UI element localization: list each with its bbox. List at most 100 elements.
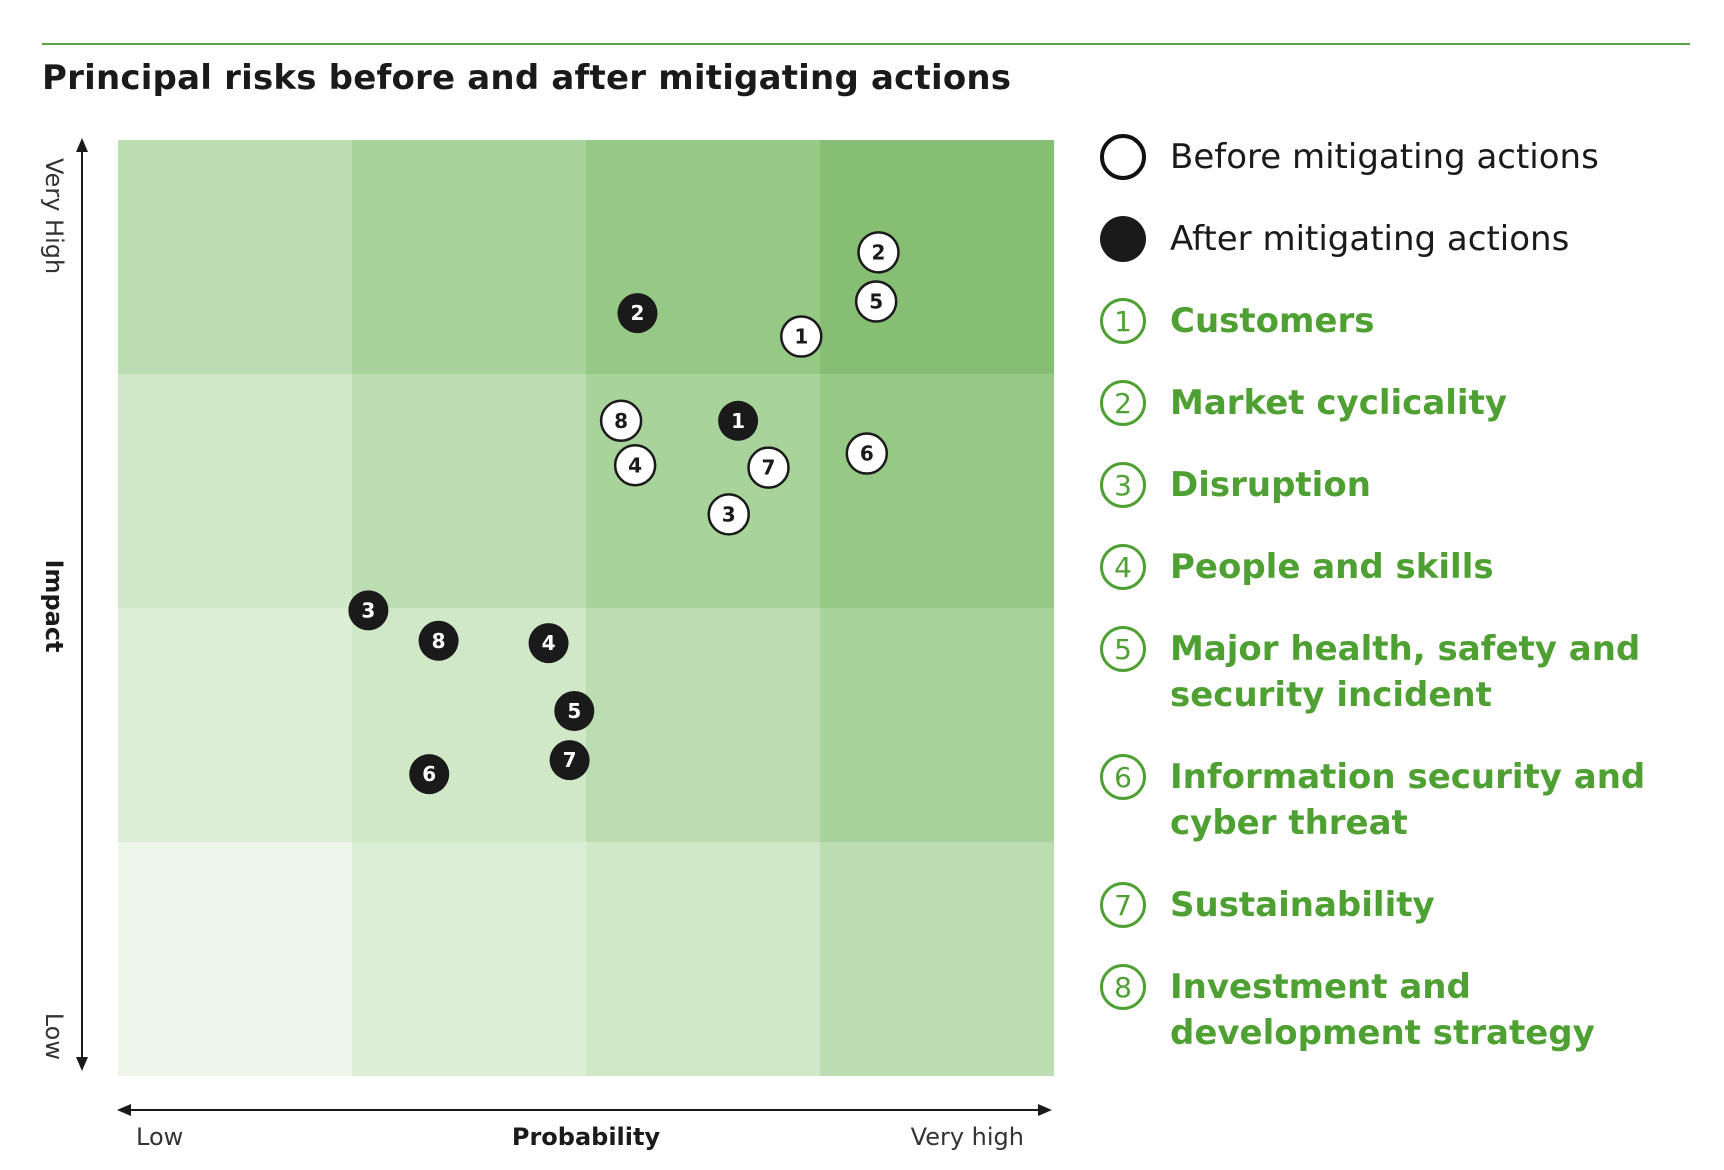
marker-circle (747, 446, 790, 489)
numbered-circle-icon: 2 (1100, 380, 1146, 426)
marker-circle (613, 444, 657, 487)
legend-label-before: Before mitigating actions (1170, 137, 1599, 177)
risk-label: Sustainability (1170, 885, 1435, 925)
numbered-circle-icon: 7 (1100, 882, 1146, 928)
marker-label: 8 (614, 409, 628, 433)
marker-label: 5 (567, 699, 581, 723)
marker-label: 1 (731, 409, 745, 433)
grid-cell (820, 374, 1054, 608)
marker-circle (854, 280, 898, 323)
grid-cell (118, 374, 352, 608)
risk-label: People and skills (1170, 547, 1494, 587)
marker-circle (409, 754, 450, 795)
marker-circle (857, 231, 900, 274)
axes: Low Probability Very high Very High Impa… (40, 138, 1052, 1151)
y-axis-label: Impact (40, 559, 68, 652)
top-rule (42, 43, 1690, 45)
legend-item-risk-5: 5 Major health, safety and security incid… (1100, 626, 1700, 718)
marker-label: 2 (631, 301, 645, 325)
marker-circle (845, 432, 889, 475)
marker-label: 8 (432, 629, 446, 653)
x-axis-arrow-left (117, 1104, 131, 1116)
before-marker-7: 7 (747, 446, 790, 489)
risk-label: Major health, safety and security incide… (1170, 629, 1641, 715)
numbered-circle-icon: 3 (1100, 462, 1146, 508)
after-marker-5: 5 (554, 690, 595, 731)
before-marker-4: 4 (613, 444, 657, 487)
after-marker-8: 8 (418, 620, 459, 661)
marker-label: 6 (860, 442, 874, 466)
y-axis-arrow-bottom (76, 1057, 88, 1071)
legend-item-risk-7: 7 Sustainability (1100, 882, 1700, 928)
marker-circle (617, 293, 658, 334)
grid-cell (820, 608, 1054, 842)
before-marker-8: 8 (599, 399, 643, 443)
risk-markers: 1 2 3 4 5 6 7 8 1 2 3 4 5 6 7 8 (348, 231, 900, 795)
after-marker-3: 3 (348, 590, 389, 631)
after-marker-2: 2 (617, 293, 658, 334)
x-tick-low: Low (136, 1123, 183, 1151)
numbered-circle-icon: 6 (1100, 754, 1146, 800)
marker-label: 7 (762, 456, 776, 480)
marker-label: 7 (563, 748, 577, 772)
risk-list: 1 Customers 2 Market cyclicality 3 Disruption… (1100, 298, 1700, 1056)
legend-item-risk-4: 4 People and skills (1100, 544, 1700, 590)
numbered-circle-icon: 4 (1100, 544, 1146, 590)
numbered-circle-icon: 1 (1100, 298, 1146, 344)
grid-cell (352, 140, 586, 374)
grid-cell (118, 140, 352, 374)
grid-cell (352, 842, 586, 1076)
legend-item-risk-6: 6 Information security and cyber threat (1100, 754, 1700, 846)
y-tick-high: Very High (40, 158, 68, 274)
y-axis-arrow-top (76, 138, 88, 152)
marker-label: 2 (872, 240, 886, 264)
marker-circle (707, 493, 750, 536)
open-circle-icon (1100, 134, 1146, 180)
legend-item-risk-8: 8 Investment and development strategy (1100, 964, 1700, 1056)
grid-cell (820, 842, 1054, 1076)
grid-cell (352, 374, 586, 608)
after-marker-7: 7 (549, 740, 590, 781)
marker-label: 5 (869, 289, 883, 313)
numbered-circle-icon: 8 (1100, 964, 1146, 1010)
marker-circle (554, 690, 595, 731)
legend-item-before: Before mitigating actions (1100, 134, 1700, 180)
filled-circle-icon (1100, 216, 1146, 262)
grid-cell (586, 842, 820, 1076)
marker-label: 3 (722, 502, 736, 526)
marker-circle (549, 740, 590, 781)
before-marker-2: 2 (857, 231, 900, 274)
marker-label: 1 (794, 325, 808, 349)
marker-circle (599, 399, 643, 443)
marker-circle (528, 623, 569, 664)
legend-item-risk-3: 3 Disruption (1100, 462, 1700, 508)
before-marker-6: 6 (845, 432, 889, 475)
before-marker-1: 1 (780, 315, 823, 358)
grid-cell (118, 608, 352, 842)
marker-label: 3 (361, 598, 375, 622)
marker-circle (418, 620, 459, 661)
legend-label-after: After mitigating actions (1170, 219, 1570, 259)
risk-label: Market cyclicality (1170, 383, 1507, 423)
marker-circle (348, 590, 389, 631)
legend-item-after: After mitigating actions (1100, 216, 1700, 262)
marker-label: 6 (422, 762, 436, 786)
after-marker-6: 6 (409, 754, 450, 795)
legend: Before mitigating actions After mitigati… (1100, 134, 1700, 1056)
before-marker-5: 5 (854, 280, 898, 323)
y-tick-low: Low (40, 1013, 68, 1060)
marker-circle (718, 400, 759, 441)
x-axis-arrow-right (1038, 1104, 1052, 1116)
before-marker-3: 3 (707, 493, 750, 536)
x-tick-high: Very high (911, 1123, 1024, 1151)
after-marker-4: 4 (528, 623, 569, 664)
grid-cell (586, 608, 820, 842)
x-axis-label: Probability (512, 1123, 661, 1151)
marker-label: 4 (628, 453, 642, 477)
risk-label: Customers (1170, 301, 1375, 341)
marker-circle (780, 315, 823, 358)
grid-cell (820, 140, 1054, 374)
legend-item-risk-2: 2 Market cyclicality (1100, 380, 1700, 426)
numbered-circle-icon: 5 (1100, 626, 1146, 672)
